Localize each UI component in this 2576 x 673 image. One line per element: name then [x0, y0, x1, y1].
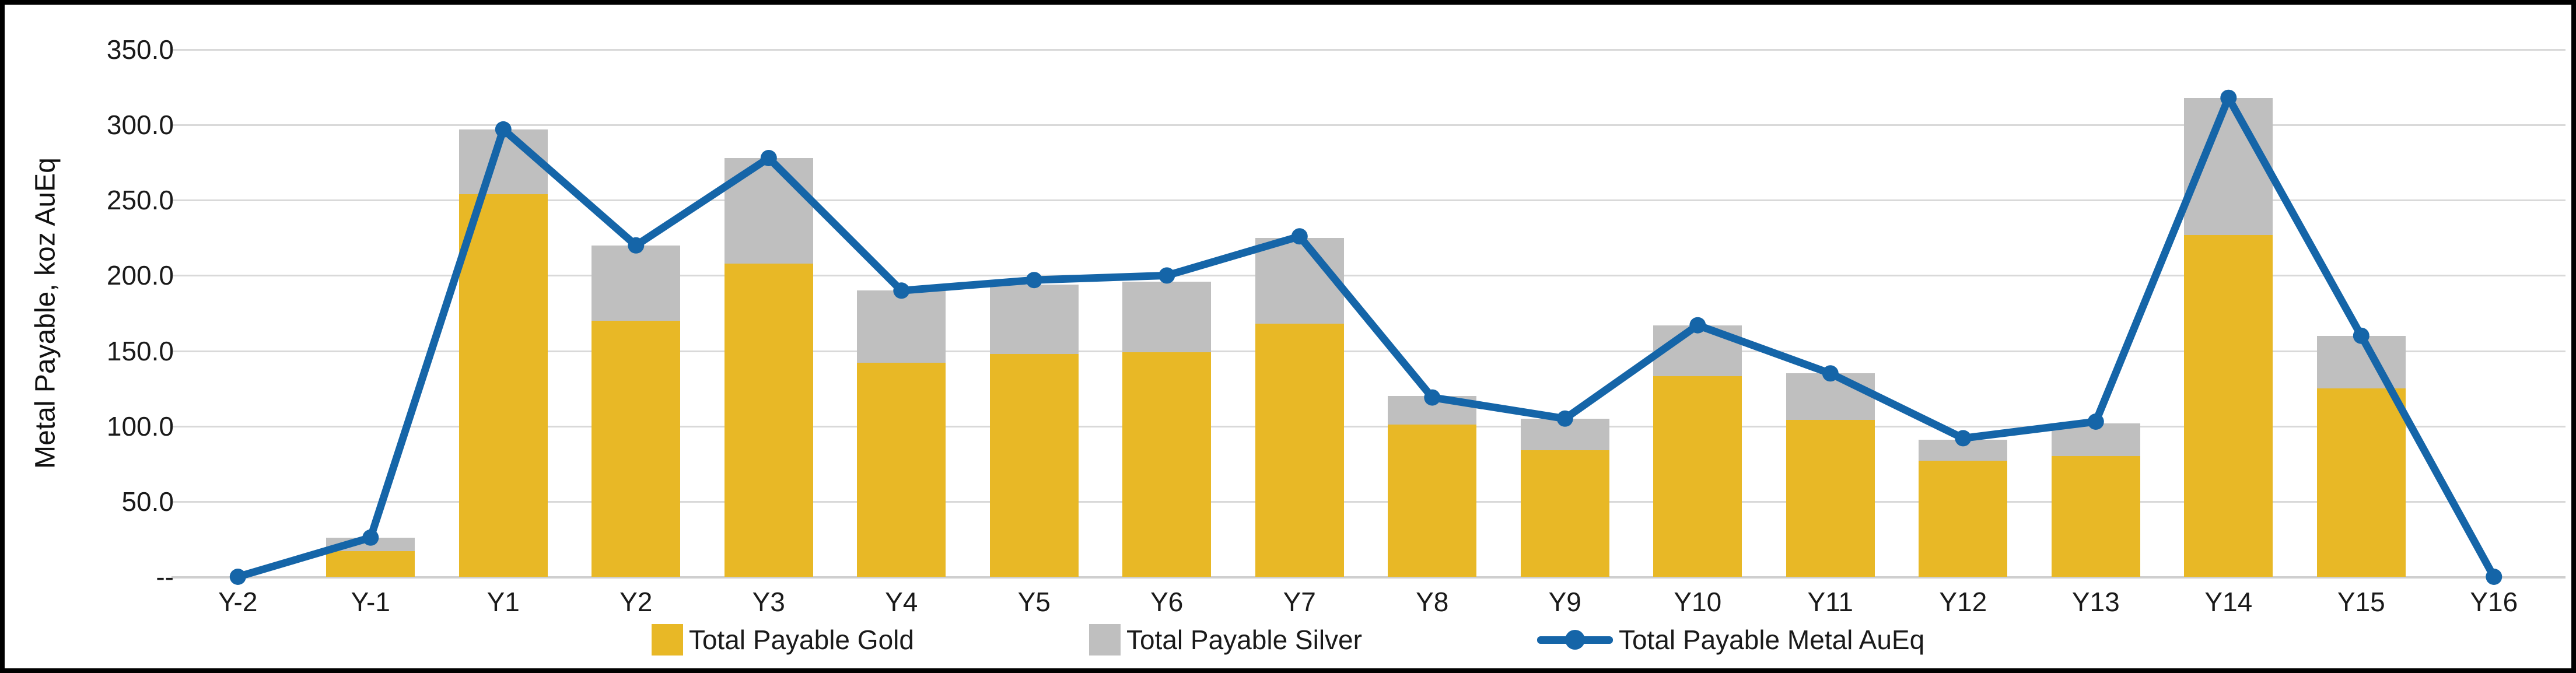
x-tick-Y3: Y3 — [752, 587, 785, 617]
legend-label-gold: Total Payable Gold — [688, 625, 914, 655]
silver-swatch-icon — [1088, 624, 1121, 656]
aueq-marker-Y12 — [1955, 430, 1972, 447]
legend-label-silver: Total Payable Silver — [1126, 625, 1362, 655]
y-tick-350: 350.0 — [106, 34, 174, 65]
bar-gold-Y8 — [1388, 425, 1477, 577]
line-series-aueq — [229, 89, 2502, 585]
x-tick-Y7: Y7 — [1283, 587, 1316, 617]
bar-gold-Y2 — [592, 320, 681, 577]
gridline-0 — [172, 576, 2566, 579]
aueq-marker-Y3 — [760, 150, 777, 166]
aueq-marker-Y13 — [2087, 413, 2104, 430]
bar-gold-Y7 — [1255, 324, 1344, 577]
aueq-marker-Y16 — [2486, 569, 2502, 585]
bar-silver-Y4 — [857, 290, 946, 363]
bar-gold-Y10 — [1653, 376, 1742, 577]
legend-label-aueq: Total Payable Metal AuEq — [1618, 625, 1925, 655]
aueq-marker-Y7 — [1291, 228, 1308, 245]
aueq-marker-Y2 — [628, 237, 645, 254]
bar-gold-Y-1 — [326, 551, 415, 577]
x-tick-Y4: Y4 — [885, 587, 918, 617]
bar-silver-Y2 — [592, 245, 681, 321]
aueq-marker-Y5 — [1026, 272, 1042, 289]
bar-gold-Y12 — [1919, 461, 2008, 577]
aueq-line-path — [234, 94, 2498, 581]
aueq-marker-Y15 — [2353, 327, 2370, 344]
gridline-150 — [172, 350, 2566, 352]
x-tick-Y5: Y5 — [1017, 587, 1051, 617]
aueq-marker-Y6 — [1158, 267, 1175, 284]
bar-gold-Y6 — [1122, 352, 1212, 577]
aueq-marker-Y11 — [1822, 365, 1839, 382]
bar-gold-Y14 — [2184, 234, 2273, 577]
gridline-350 — [172, 49, 2566, 51]
bar-gold-Y9 — [1520, 450, 1609, 577]
aueq-marker-Y10 — [1689, 317, 1706, 334]
y-tick-200: 200.0 — [106, 260, 174, 291]
x-tick-Y13: Y13 — [2071, 587, 2120, 617]
legend-item-silver: Total Payable Silver — [1088, 624, 1362, 656]
y-tick-250: 250.0 — [106, 185, 174, 216]
gold-swatch-icon — [651, 624, 683, 656]
legend-item-aueq: Total Payable Metal AuEq — [1536, 624, 1925, 656]
bar-silver-Y7 — [1255, 237, 1344, 324]
x-tick-Y-1: Y-1 — [351, 587, 390, 617]
aueq-marker-Y9 — [1556, 410, 1573, 427]
x-tick-Y2: Y2 — [620, 587, 653, 617]
aueq-marker-Y-1 — [362, 529, 379, 546]
y-tick-0: -- — [156, 562, 174, 592]
aueq-marker-Y-2 — [229, 569, 246, 585]
aueq-marker-Y1 — [495, 121, 512, 138]
y-tick-150: 150.0 — [106, 335, 174, 366]
aueq-marker-Y4 — [893, 282, 910, 299]
bar-gold-Y13 — [2051, 456, 2140, 577]
bar-gold-Y15 — [2316, 388, 2406, 577]
bar-gold-Y4 — [857, 363, 946, 577]
x-tick-Y-2: Y-2 — [218, 587, 258, 617]
x-tick-Y16: Y16 — [2470, 587, 2518, 617]
x-tick-Y6: Y6 — [1150, 587, 1184, 617]
bar-gold-Y5 — [989, 353, 1079, 577]
y-tick-50: 50.0 — [121, 486, 174, 517]
gridline-250 — [172, 199, 2566, 202]
line-marker-icon — [1536, 624, 1613, 656]
bar-silver-Y6 — [1122, 281, 1212, 353]
legend: Total Payable Gold Total Payable Silver … — [5, 624, 2571, 656]
x-tick-Y12: Y12 — [1939, 587, 1987, 617]
aueq-marker-Y8 — [1424, 389, 1441, 406]
bar-silver-Y15 — [2316, 335, 2406, 389]
x-tick-Y10: Y10 — [1674, 587, 1722, 617]
gridline-50 — [172, 500, 2566, 503]
x-tick-Y1: Y1 — [487, 587, 520, 617]
y-tick-300: 300.0 — [106, 110, 174, 141]
bar-silver-Y5 — [989, 284, 1079, 354]
gridline-300 — [172, 124, 2566, 127]
x-tick-Y9: Y9 — [1548, 587, 1581, 617]
y-tick-100: 100.0 — [106, 411, 174, 441]
bar-gold-Y1 — [459, 194, 548, 577]
x-tick-Y11: Y11 — [1807, 587, 1853, 617]
x-tick-Y8: Y8 — [1416, 587, 1449, 617]
aueq-marker-Y14 — [2220, 89, 2237, 106]
bar-gold-Y3 — [724, 263, 813, 577]
x-tick-Y15: Y15 — [2337, 587, 2385, 617]
legend-item-gold: Total Payable Gold — [651, 624, 914, 656]
x-tick-Y14: Y14 — [2204, 587, 2253, 617]
gridline-200 — [172, 275, 2566, 277]
bar-gold-Y11 — [1786, 420, 1875, 577]
gridline-100 — [172, 425, 2566, 427]
